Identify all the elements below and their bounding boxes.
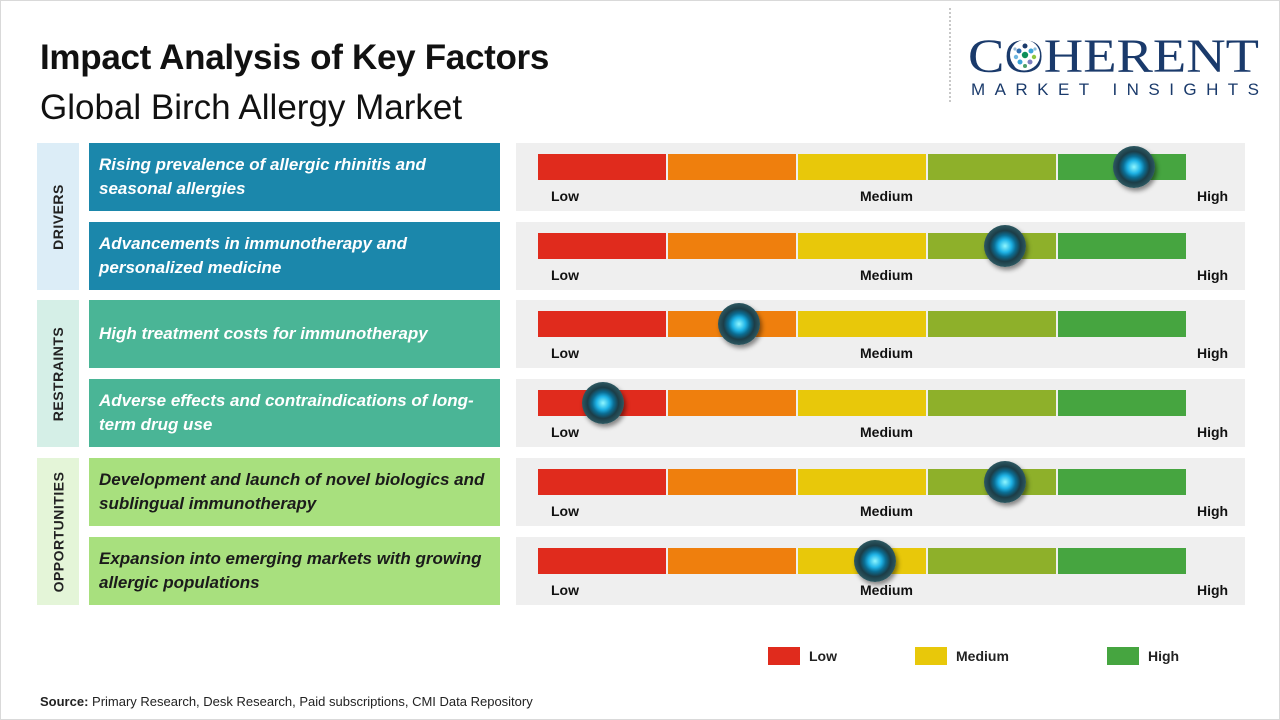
factor-text-1: Rising prevalence of allergic rhinitis a…	[99, 155, 426, 198]
impact-indicator	[983, 225, 1026, 267]
impact-segment-3	[798, 390, 926, 416]
impact-segment-5	[1058, 390, 1186, 416]
factor-text-5: Development and launch of novel biologic…	[99, 470, 485, 513]
scale-low-label: Low	[551, 188, 579, 204]
impact-indicator	[717, 303, 760, 345]
impact-segment-2	[668, 469, 796, 495]
impact-bar-4: Low Medium High	[516, 379, 1245, 447]
scale-low-label: Low	[551, 582, 579, 598]
impact-scale	[538, 469, 1186, 495]
legend-swatch-medium	[915, 647, 947, 665]
impact-scale	[538, 154, 1186, 180]
impact-segment-2	[668, 154, 796, 180]
factor-box-1: Rising prevalence of allergic rhinitis a…	[89, 143, 500, 211]
source-note: Source: Primary Research, Desk Research,…	[40, 694, 533, 709]
category-label-opportunities: OPPORTUNITIES	[37, 458, 79, 605]
source-label: Source:	[40, 694, 89, 709]
impact-segment-1	[538, 311, 666, 337]
logo-divider	[949, 8, 951, 102]
impact-segment-4	[928, 154, 1056, 180]
legend-label-low: Low	[809, 648, 837, 664]
logo-dot-globe	[1010, 40, 1040, 70]
legend-item-medium: Medium	[915, 647, 1009, 665]
impact-segment-3	[798, 311, 926, 337]
factor-box-3: High treatment costs for immunotherapy	[89, 300, 500, 368]
legend-item-low: Low	[768, 647, 837, 665]
scale-high-label: High	[1197, 424, 1229, 440]
impact-indicator	[853, 540, 896, 582]
impact-segment-1	[538, 154, 666, 180]
logo-line2: MARKET INSIGHTS	[971, 80, 1259, 99]
factor-box-2: Advancements in immunotherapy and person…	[89, 222, 500, 290]
impact-segment-4	[928, 390, 1056, 416]
scale-medium-label: Medium	[860, 188, 913, 204]
scale-low-label: Low	[551, 503, 579, 519]
legend-label-high: High	[1148, 648, 1180, 664]
impact-indicator	[1113, 146, 1156, 188]
factor-text-6: Expansion into emerging markets with gro…	[99, 549, 482, 592]
source-text: Primary Research, Desk Research, Paid su…	[88, 694, 533, 709]
impact-bar-1: Low Medium High	[516, 143, 1245, 211]
scale-low-label: Low	[551, 267, 579, 283]
scale-medium-label: Medium	[860, 345, 913, 361]
factor-text-3: High treatment costs for immunotherapy	[99, 324, 428, 343]
legend-item-high: High	[1107, 647, 1179, 665]
category-label-restraints: RESTRAINTS	[37, 300, 79, 447]
impact-segment-3	[798, 154, 926, 180]
factor-text-2: Advancements in immunotherapy and person…	[99, 234, 407, 277]
impact-scale	[538, 390, 1186, 416]
impact-bar-6: Low Medium High	[516, 537, 1245, 605]
impact-segment-5	[1058, 548, 1186, 574]
scale-medium-label: Medium	[860, 582, 913, 598]
scale-medium-label: Medium	[860, 503, 913, 519]
impact-segment-5	[1058, 311, 1186, 337]
impact-scale	[538, 233, 1186, 259]
impact-bar-2: Low Medium High	[516, 222, 1245, 290]
factor-box-6: Expansion into emerging markets with gro…	[89, 537, 500, 605]
scale-high-label: High	[1197, 582, 1229, 598]
impact-segment-2	[668, 548, 796, 574]
impact-scale	[538, 311, 1186, 337]
impact-indicator	[983, 461, 1026, 503]
scale-low-label: Low	[551, 345, 579, 361]
impact-indicator	[581, 382, 624, 424]
factor-box-5: Development and launch of novel biologic…	[89, 458, 500, 526]
impact-segment-3	[798, 233, 926, 259]
impact-segment-5	[1058, 469, 1186, 495]
category-text-drivers: DRIVERS	[50, 183, 67, 250]
scale-high-label: High	[1197, 267, 1229, 283]
scale-low-label: Low	[551, 424, 579, 440]
impact-segment-3	[798, 469, 926, 495]
page-title: Impact Analysis of Key Factors	[40, 38, 550, 77]
legend-swatch-low	[768, 647, 800, 665]
scale-high-label: High	[1197, 345, 1229, 361]
impact-segment-5	[1058, 233, 1186, 259]
scale-high-label: High	[1197, 188, 1229, 204]
impact-segment-1	[538, 548, 666, 574]
impact-segment-1	[538, 233, 666, 259]
impact-segment-2	[668, 390, 796, 416]
scale-medium-label: Medium	[860, 424, 913, 440]
impact-segment-4	[928, 311, 1056, 337]
impact-bar-5: Low Medium High	[516, 458, 1245, 526]
factor-box-4: Adverse effects and contraindications of…	[89, 379, 500, 447]
page-subtitle: Global Birch Allergy Market	[40, 88, 463, 127]
scale-medium-label: Medium	[860, 267, 913, 283]
category-text-opportunities: OPPORTUNITIES	[50, 471, 67, 592]
legend-swatch-high	[1107, 647, 1139, 665]
impact-segment-4	[928, 548, 1056, 574]
scale-high-label: High	[1197, 503, 1229, 519]
category-text-restraints: RESTRAINTS	[50, 326, 67, 421]
impact-bar-3: Low Medium High	[516, 300, 1245, 368]
impact-segment-1	[538, 469, 666, 495]
legend-label-medium: Medium	[956, 648, 1009, 664]
impact-segment-2	[668, 233, 796, 259]
category-label-drivers: DRIVERS	[37, 143, 79, 290]
coherent-logo: COHERENT MARKET INSIGHTS	[968, 30, 1259, 99]
factor-text-4: Adverse effects and contraindications of…	[99, 391, 474, 434]
